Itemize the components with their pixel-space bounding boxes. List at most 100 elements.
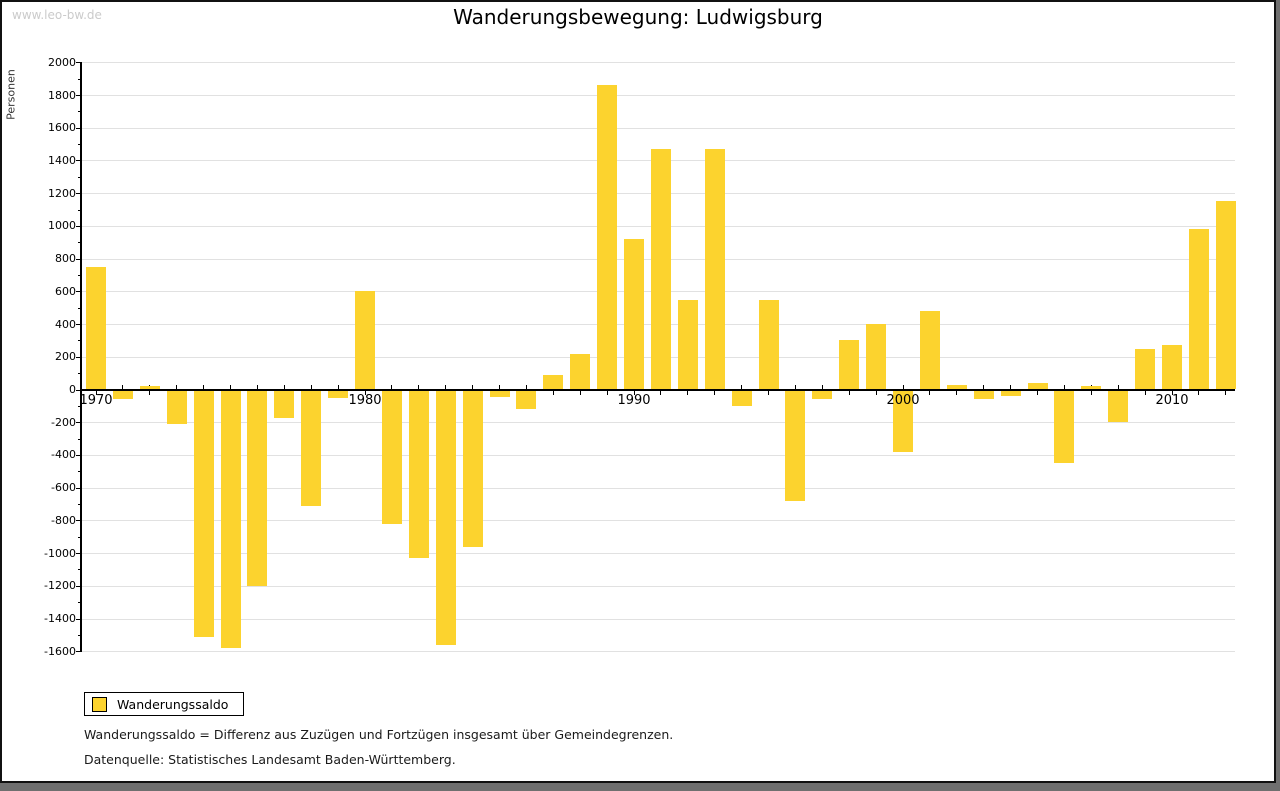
y-axis-major-tick (76, 291, 82, 293)
footnote-source: Datenquelle: Statistisches Landesamt Bad… (84, 752, 456, 767)
y-axis-tick-label: 1400 (48, 153, 76, 167)
x-axis-tick-label: 1970 (79, 393, 113, 408)
bar-1984 (462, 389, 483, 547)
y-axis-major-tick (76, 95, 82, 96)
y-axis-major-tick (76, 389, 82, 391)
bar-1992 (677, 299, 698, 390)
y-axis-major-tick (76, 356, 82, 358)
gridline (82, 127, 1235, 129)
y-axis-major-tick (76, 258, 82, 260)
gridline (82, 62, 1235, 64)
bar-2007 (1081, 386, 1102, 390)
y-axis-tick-label: -1600 (44, 644, 76, 658)
bar-1972 (139, 386, 160, 390)
y-axis-tick-label: 0 (69, 383, 76, 396)
y-axis-tick-label: 400 (55, 317, 76, 331)
y-axis-major-tick (76, 651, 82, 653)
y-axis-tick-label: 1200 (48, 186, 76, 200)
chart-title: Wanderungsbewegung: Ludwigsburg (453, 5, 823, 29)
bar-1988 (570, 353, 591, 390)
bar-1980 (355, 291, 375, 390)
y-axis-title: Personen (4, 69, 18, 120)
bar-1994 (731, 389, 752, 406)
legend-label: Wanderungssaldo (117, 696, 229, 712)
bar-1997 (812, 389, 833, 400)
bar-2001 (919, 310, 940, 390)
x-axis-tick-label: 1980 (348, 393, 382, 408)
y-axis-major-tick (76, 454, 82, 456)
bar-1986 (516, 389, 537, 410)
footnote-definition: Wanderungssaldo = Differenz aus Zuzügen … (84, 727, 674, 742)
bar-1993 (704, 148, 725, 390)
y-axis-tick-label: 2000 (48, 55, 76, 69)
bar-2006 (1054, 389, 1075, 464)
y-axis-major-tick (76, 585, 82, 587)
bar-2000 (893, 389, 913, 452)
bar-1970 (86, 266, 106, 390)
y-axis-tick-label: 800 (55, 252, 76, 266)
y-axis-major-tick (76, 324, 82, 326)
bar-2002 (946, 384, 967, 390)
bar-1999 (866, 324, 887, 390)
gridline (82, 520, 1235, 522)
bar-1989 (597, 85, 618, 390)
y-axis-major-tick (76, 127, 82, 129)
bar-1978 (301, 389, 322, 506)
legend-box: Wanderungssaldo (84, 692, 244, 716)
bar-1974 (193, 389, 214, 637)
bar-1981 (381, 389, 402, 524)
y-axis-tick-label: -1200 (44, 579, 76, 593)
gridline (82, 618, 1235, 620)
y-axis-tick-label: -600 (51, 481, 76, 495)
y-axis-tick-label: -200 (51, 415, 76, 429)
y-axis-tick-label: 1800 (48, 88, 76, 102)
bar-2010 (1162, 345, 1182, 390)
y-axis-line (80, 62, 82, 653)
bar-1983 (435, 389, 456, 645)
gridline (82, 454, 1235, 456)
gridline (82, 487, 1235, 489)
bar-2003 (973, 389, 994, 400)
bar-1979 (328, 389, 349, 399)
bar-2011 (1188, 229, 1209, 390)
y-axis-tick-label: 1600 (48, 121, 76, 135)
bar-2004 (1000, 389, 1021, 397)
bar-2012 (1215, 201, 1236, 390)
y-axis-major-tick (76, 193, 82, 195)
bar-1998 (839, 340, 860, 390)
y-axis-major-tick (76, 225, 82, 227)
gridline (82, 651, 1235, 653)
y-axis-major-tick (76, 553, 82, 555)
x-axis-tick-label: 2010 (1155, 393, 1189, 408)
y-axis-tick-label: 1000 (48, 219, 76, 233)
bar-2005 (1027, 382, 1048, 390)
y-axis-tick-label: -1400 (44, 612, 76, 626)
bar-1995 (758, 299, 779, 390)
x-axis-tick-label: 2000 (886, 393, 920, 408)
y-axis-tick-label: -400 (51, 448, 76, 462)
y-axis-major-tick (76, 487, 82, 489)
gridline (82, 422, 1235, 424)
bar-2009 (1135, 348, 1156, 390)
gridline (82, 553, 1235, 555)
legend-swatch-icon (92, 696, 107, 712)
y-axis-tick-label: 600 (55, 284, 76, 298)
y-axis-major-tick (76, 422, 82, 424)
y-axis-tick-label: 200 (55, 350, 76, 364)
bar-1996 (785, 389, 806, 501)
gridline (82, 95, 1235, 96)
gridline (82, 585, 1235, 587)
bar-1971 (112, 389, 133, 400)
y-axis-major-tick (76, 520, 82, 522)
bar-1991 (650, 148, 671, 390)
bar-1982 (408, 389, 429, 559)
bar-2008 (1108, 389, 1129, 423)
x-axis-tick-label: 1990 (617, 393, 651, 408)
y-axis-tick-label: -800 (51, 513, 76, 527)
y-axis-major-tick (76, 160, 82, 162)
y-axis-major-tick (76, 618, 82, 620)
x-axis-line (82, 388, 1235, 391)
bar-1976 (247, 389, 268, 586)
bar-1987 (543, 374, 564, 390)
